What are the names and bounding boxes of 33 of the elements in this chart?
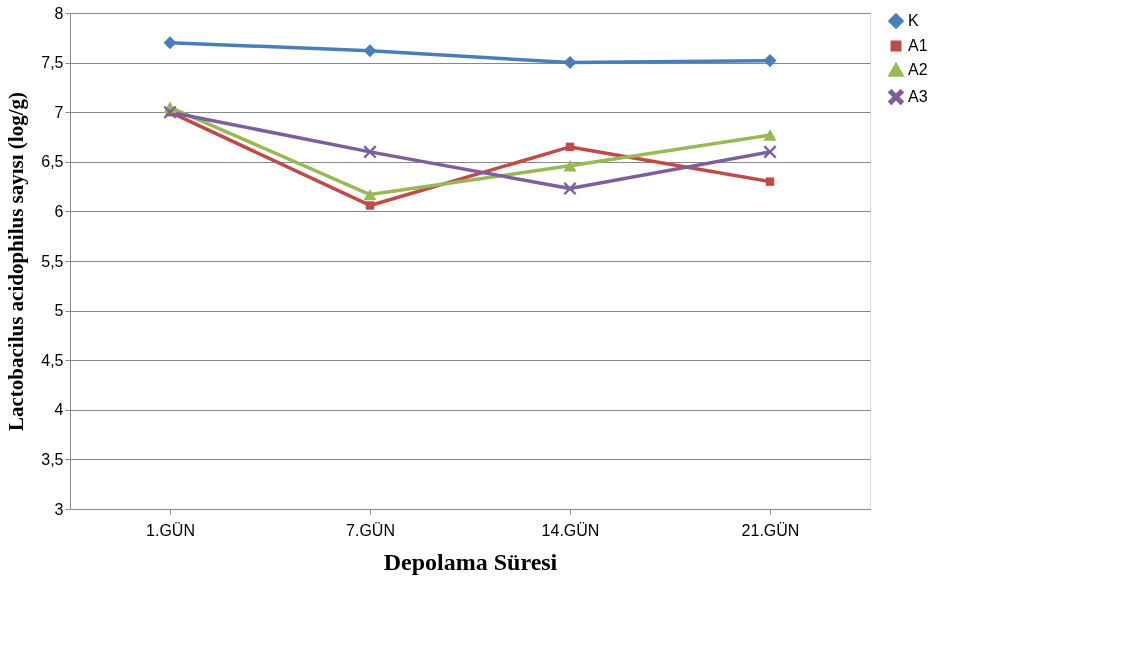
y-tick-label: 3	[54, 500, 64, 518]
y-tick-label: 3,5	[41, 450, 64, 468]
point	[563, 182, 577, 196]
legend-label: K	[908, 12, 919, 29]
point	[563, 160, 577, 172]
x-tick-label: 7.GÜN	[346, 521, 395, 539]
y-axis-title: Lactobacilus acidophilus sayısı (log/g)	[4, 92, 29, 431]
point	[163, 36, 177, 50]
y-tick-label: 8	[54, 4, 64, 22]
point	[763, 54, 777, 68]
y-tick-label: 4,5	[41, 351, 64, 369]
y-tick-label: 7,5	[41, 54, 64, 72]
x-tick-label: 14.GÜN	[541, 521, 600, 539]
x-tick-label: 1.GÜN	[146, 521, 195, 539]
x-tick-label: 21.GÜN	[741, 521, 800, 539]
y-tick-label: 6,5	[41, 153, 64, 171]
point	[363, 188, 377, 201]
y-tick-label: 7	[54, 103, 64, 121]
x-axis-title: Depolama Süresi	[383, 548, 558, 575]
point	[363, 145, 377, 159]
point	[763, 145, 777, 159]
point	[765, 177, 775, 186]
y-tick-label: 5	[54, 302, 64, 320]
point	[563, 56, 577, 70]
y-tick-label: 6	[54, 202, 64, 220]
y-tick-label: 5,5	[41, 252, 64, 270]
point	[763, 129, 777, 141]
point	[363, 44, 377, 58]
y-tick-label: 4	[54, 401, 64, 419]
point	[365, 201, 375, 210]
legend-label: A3	[908, 88, 928, 105]
legend-label: A1	[908, 37, 928, 54]
legend-label: A2	[908, 61, 928, 78]
